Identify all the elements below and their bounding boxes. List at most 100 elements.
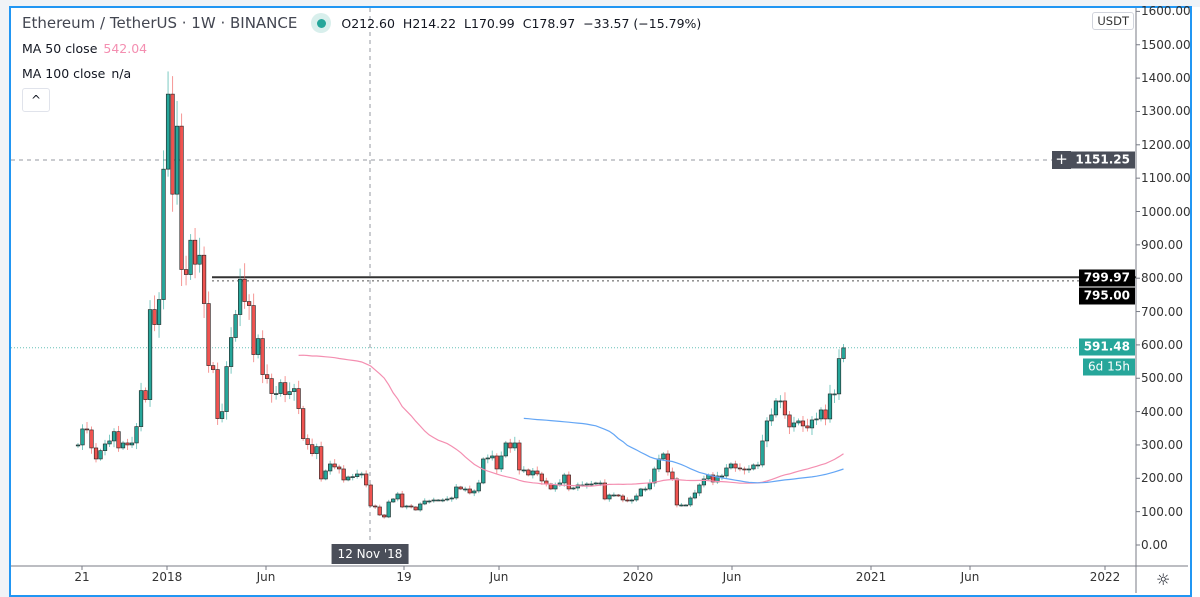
candle-body: [409, 505, 414, 508]
candle-body: [170, 93, 175, 195]
price-tick-label: 1500.00: [1141, 37, 1191, 52]
crosshair-price-label: 1151.25: [1070, 151, 1135, 169]
candle-body: [629, 499, 634, 502]
candle-body: [697, 484, 702, 494]
candle-body: [93, 447, 99, 460]
candle-body: [305, 438, 310, 445]
candle-body: [688, 497, 693, 506]
price-tick-label: 1600.00: [1141, 4, 1191, 19]
window-left-strip: [0, 0, 9, 597]
candle-body: [652, 468, 657, 484]
candle-body: [445, 498, 450, 501]
candle-body: [418, 503, 423, 511]
candle-body: [832, 393, 837, 396]
candle-body: [841, 347, 846, 359]
candle-body: [814, 418, 819, 421]
candle-body: [823, 409, 828, 420]
candle-body: [143, 390, 148, 400]
candle-body: [233, 314, 238, 338]
indicator-ma100[interactable]: MA 100 close n/a: [22, 64, 705, 84]
candle-body: [359, 473, 364, 476]
candle-body: [791, 422, 797, 428]
high-value: H214.22: [402, 15, 457, 31]
candle-body: [512, 442, 517, 449]
indicator-ma50[interactable]: MA 50 close 542.04: [22, 39, 705, 59]
candle-body: [269, 378, 274, 394]
candle-body: [755, 464, 761, 467]
indicator-value: n/a: [111, 66, 132, 81]
candle-body: [346, 476, 351, 481]
candle-body: [449, 497, 454, 500]
candle-body: [463, 488, 468, 491]
chart-frame: [9, 6, 1192, 597]
candle-body: [665, 453, 670, 473]
market-status-icon[interactable]: [311, 13, 332, 33]
candle-body: [760, 440, 765, 466]
time-tick-label: 2021: [855, 570, 887, 584]
settings-gear-icon[interactable]: ☼: [1156, 570, 1171, 589]
candle-body: [247, 301, 252, 306]
time-tick-label: 2020: [622, 570, 654, 584]
collapse-legend-button[interactable]: ^: [22, 88, 50, 112]
candle-body: [530, 470, 535, 476]
candle-body: [728, 463, 734, 469]
candle-body: [683, 504, 688, 507]
candle-body: [323, 470, 328, 480]
candle-body: [701, 478, 707, 486]
candle-body: [192, 239, 198, 265]
price-tick-label: 1200.00: [1141, 137, 1191, 152]
candle-body: [206, 303, 211, 366]
candle-body: [98, 450, 103, 460]
add-alert-plus-icon[interactable]: +: [1052, 151, 1071, 169]
candle-body: [256, 338, 261, 355]
candle-body: [174, 125, 180, 195]
candle-body: [571, 487, 576, 490]
candle-body: [553, 484, 558, 490]
candle-body: [454, 486, 459, 499]
candle-body: [129, 442, 135, 446]
time-tick-label: 2022: [1089, 570, 1121, 584]
candle-body: [472, 490, 477, 494]
candle-body: [332, 463, 337, 468]
ma100-line: [523, 417, 844, 484]
symbol-title[interactable]: Ethereum / TetherUS · 1W · BINANCE: [22, 14, 298, 32]
price-tick-label: 1000.00: [1141, 204, 1191, 219]
candle-body: [224, 366, 229, 412]
candle-body: [84, 428, 90, 431]
candle-body: [598, 482, 603, 485]
candle-body: [539, 473, 544, 482]
candle-body: [616, 494, 621, 497]
candle-body: [147, 309, 153, 400]
price-tick-label: 700.00: [1141, 304, 1183, 319]
candle-body: [764, 420, 770, 442]
crosshair-date-label: 12 Nov '18: [331, 544, 409, 564]
candle-body: [769, 414, 774, 422]
candle-body: [238, 278, 243, 315]
candle-body: [337, 466, 342, 470]
price-tick-label: 100.00: [1141, 504, 1183, 519]
candle-body: [499, 455, 504, 470]
candle-body: [710, 474, 716, 483]
candle-body: [724, 467, 729, 477]
currency-badge[interactable]: USDT: [1092, 12, 1134, 30]
candle-body: [210, 365, 216, 370]
candle-body: [566, 474, 571, 490]
candle-body: [661, 453, 666, 460]
price-tick-label: 300.00: [1141, 437, 1183, 452]
candle-body: [517, 442, 522, 471]
candle-body: [368, 484, 373, 507]
candle-body: [535, 470, 540, 475]
candle-body: [602, 482, 607, 500]
time-tick-label: Jun: [256, 570, 276, 584]
candle-body: [494, 455, 499, 470]
candle-body: [341, 468, 346, 481]
candle-body: [746, 468, 752, 471]
candle-body: [350, 476, 355, 478]
candle-body: [805, 425, 810, 429]
candle-body: [156, 299, 162, 325]
candle-body: [229, 337, 234, 367]
candle-body: [278, 382, 283, 394]
candle-body: [611, 494, 616, 497]
candle-body: [201, 254, 207, 304]
